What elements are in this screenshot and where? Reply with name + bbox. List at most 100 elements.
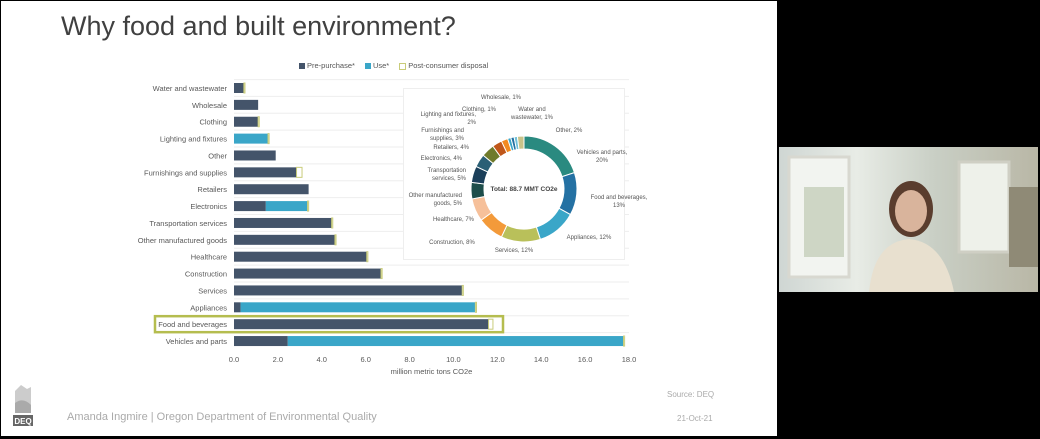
slice-label: Vehicles and parts, 20% [576, 150, 628, 164]
category-label: Transportation services [149, 219, 227, 228]
slide-title: Why food and built environment? [61, 11, 456, 41]
x-tick-label: 18.0 [622, 355, 637, 364]
bar-segment [623, 335, 626, 347]
bar-segment [307, 200, 310, 212]
category-label: Vehicles and parts [166, 337, 228, 346]
slice-label: Construction, 8% [429, 240, 475, 246]
bar-segment [234, 150, 276, 161]
category-label: Food and beverages [158, 320, 227, 329]
x-tick-label: 16.0 [578, 355, 593, 364]
slice-label: Other manufactured goods, 5% [408, 193, 462, 207]
category-label: Furnishings and supplies [144, 168, 227, 177]
slice-label: Transportation services, 5% [427, 168, 466, 182]
bar-segment [234, 319, 489, 330]
legend-label: Pre-purchase* [307, 61, 355, 70]
bar-segment [257, 116, 260, 128]
bar-segment [234, 133, 269, 144]
bar-segment [234, 184, 309, 195]
bar-segment [461, 284, 464, 296]
legend-swatch [364, 63, 371, 70]
bar-segment [234, 167, 297, 178]
donut-slice [523, 135, 576, 178]
bar-segment [234, 99, 259, 110]
category-label: Services [198, 286, 227, 295]
slice-label: Appliances, 12% [566, 235, 612, 241]
slice-label: Wholesale, 1% [480, 95, 522, 101]
bar-segment [331, 217, 334, 229]
legend-swatch [299, 63, 305, 70]
legend-swatch [399, 62, 407, 70]
slice-label: Other, 2% [555, 128, 583, 134]
x-tick-label: 8.0 [404, 355, 414, 364]
slide-date: 21-Oct-21 [677, 414, 713, 423]
donut-slice [558, 171, 578, 216]
category-label: Retailers [197, 185, 227, 194]
slice-label: Water and wastewater, 1% [510, 107, 554, 121]
bar-segment [234, 285, 463, 296]
category-label: Appliances [190, 303, 227, 312]
x-tick-label: 6.0 [360, 355, 370, 364]
bar-segment [234, 234, 335, 245]
x-tick-label: 2.0 [273, 355, 283, 364]
slice-label: Lighting and fixtures, 2% [420, 112, 476, 126]
slice-label: Services, 12% [494, 248, 534, 254]
presentation-slide: Why food and built environment? Pre-purc… [1, 1, 777, 436]
bar-segment [234, 336, 288, 347]
bar-segment [366, 251, 369, 263]
slice-label: Electronics, 4% [420, 156, 462, 162]
category-label: Electronics [190, 202, 227, 211]
donut-slice [470, 181, 486, 200]
highlight-box [153, 314, 505, 334]
category-label: Other [208, 151, 227, 160]
slice-label: Clothing, 1% [461, 107, 497, 113]
category-label: Construction [185, 270, 227, 279]
legend-item: Use* [364, 61, 390, 70]
x-axis-label: million metric tons CO2e [391, 367, 473, 376]
bar-segment [296, 166, 303, 178]
svg-text:DEQ: DEQ [14, 417, 31, 426]
bar-segment [287, 336, 624, 347]
bar-segment [265, 201, 308, 212]
slice-label: Furnishings and supplies, 3% [421, 128, 464, 142]
bar-segment [234, 201, 266, 212]
donut-center-label: Total: 88.7 MMT CO2e [490, 186, 557, 193]
category-label: Wholesale [192, 101, 227, 110]
category-label: Other manufactured goods [138, 236, 227, 245]
slide-footer: Amanda Ingmire | Oregon Department of En… [67, 411, 377, 423]
bar-segment [234, 251, 367, 262]
legend-item: Pre-purchase* [299, 61, 355, 70]
donut-chart: Total: 88.7 MMT CO2e [470, 135, 578, 243]
bar-segment [234, 116, 259, 127]
legend-label: Post-consumer disposal [408, 61, 489, 70]
bar-segment [488, 318, 494, 330]
category-label: Water and wastewater [153, 84, 228, 93]
category-label: Lighting and fixtures [160, 135, 227, 144]
donut-slice [516, 135, 525, 150]
x-tick-label: 12.0 [490, 355, 505, 364]
x-tick-label: 4.0 [317, 355, 327, 364]
legend-item: Post-consumer disposal [399, 61, 488, 70]
bar-segment [334, 234, 337, 246]
donut-slice [500, 224, 542, 243]
bar-segment [243, 82, 246, 94]
x-tick-label: 0.0 [229, 355, 239, 364]
chart-legend: Pre-purchase* Use* Post-consumer disposal [299, 61, 488, 70]
slice-label: Food and beverages, 13% [590, 195, 648, 209]
slice-label: Retailers, 4% [433, 145, 469, 151]
donut-chart-panel: Total: 88.7 MMT CO2e Vehicles and parts,… [403, 88, 647, 260]
bar-segment [234, 302, 241, 313]
bar-segment [234, 217, 332, 228]
bar-segment [234, 268, 382, 279]
x-tick-label: 14.0 [534, 355, 549, 364]
bar-segment [234, 83, 244, 93]
x-tick-label: 10.0 [446, 355, 461, 364]
bar-segment [267, 133, 270, 145]
bar-segment [474, 301, 477, 313]
bar-segment [380, 268, 383, 280]
bar-chart: Water and wastewater Wholesale Clothing Lig… [138, 79, 637, 376]
category-label: Healthcare [191, 253, 227, 262]
source-note: Source: DEQ [667, 390, 715, 399]
legend-label: Use* [372, 61, 390, 70]
webcam-video [779, 147, 1038, 292]
bar-segment [240, 302, 476, 313]
